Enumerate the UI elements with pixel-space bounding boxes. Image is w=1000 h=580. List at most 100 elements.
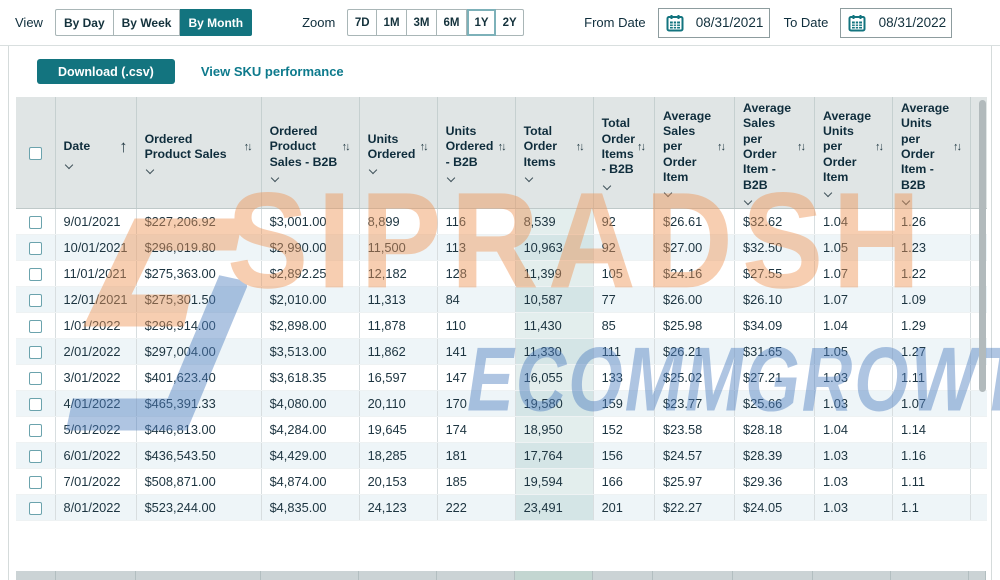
cell-average-sales-per-order-item: $23.58	[654, 416, 736, 444]
row-checkbox[interactable]	[28, 268, 42, 282]
row-checkbox[interactable]	[28, 502, 42, 516]
from-date-input[interactable]: 08/31/2021	[695, 15, 764, 30]
chevron-down-icon[interactable]	[64, 160, 73, 170]
column-label: Ordered Product Sales	[144, 131, 227, 162]
row-checkbox[interactable]	[28, 450, 42, 464]
sort-toggle-icon[interactable]: ↑↓	[637, 141, 646, 154]
cell-ordered-product-sales: $436,543.50	[136, 442, 262, 470]
row-checkbox[interactable]	[28, 346, 42, 360]
cell-average-units-per-order-item: 1.04	[814, 416, 894, 444]
cell-average-units-per-order-item: 1.07	[814, 260, 894, 288]
chevron-down-icon[interactable]	[663, 189, 673, 198]
column-header-average-sales-per-order-item[interactable]: Average Sales per Order Item ↑↓	[654, 97, 736, 210]
zoom-1y-button[interactable]: 1Y	[467, 9, 497, 36]
zoom-6m-button[interactable]: 6M	[437, 9, 467, 36]
sort-toggle-icon[interactable]: ↑↓	[953, 141, 962, 154]
column-header-average-units-per-order-item[interactable]: Average Units per Order Item ↑↓	[814, 97, 894, 210]
sort-toggle-icon[interactable]: ↑↓	[497, 141, 507, 154]
cell-average-sales-per-order-item: $22.27	[654, 494, 736, 522]
zoom-3m-button[interactable]: 3M	[407, 9, 438, 36]
cell-total-order-items-b2b: 105	[593, 260, 656, 288]
chevron-down-icon[interactable]	[270, 173, 279, 183]
zoom-1m-button[interactable]: 1M	[377, 9, 408, 36]
cell-total-order-items-b2b: 111	[593, 338, 656, 366]
chevron-down-icon[interactable]	[524, 173, 533, 183]
column-header-date[interactable]: Date ↑	[55, 97, 137, 210]
row-checkbox[interactable]	[28, 216, 42, 230]
cell-units-ordered-b2b: 84	[437, 286, 516, 314]
cell-date: 1/01/2022	[55, 312, 137, 340]
download-csv-button[interactable]: Download (.csv)	[37, 59, 175, 84]
sort-toggle-icon[interactable]: ↑↓	[717, 141, 726, 154]
cell-total-order-items: 19,580	[515, 390, 594, 418]
cell-average-units-per-order-item-b2b: 1.11	[892, 468, 972, 496]
chevron-down-icon[interactable]	[446, 173, 455, 183]
row-checkbox[interactable]	[28, 294, 42, 308]
cell-date: 8/01/2022	[55, 494, 137, 522]
cell-total-order-items-b2b: 156	[593, 442, 656, 470]
cell-average-units-per-order-item: 1.05	[814, 338, 894, 366]
zoom-7d-button[interactable]: 7D	[347, 9, 378, 36]
chevron-down-icon[interactable]	[602, 181, 611, 191]
sort-toggle-icon[interactable]: ↑↓	[341, 141, 351, 154]
cell-average-units-per-order-item: 1.04	[814, 208, 894, 236]
chevron-down-icon[interactable]	[145, 166, 154, 175]
column-label: Ordered Product Sales - B2B	[269, 124, 338, 169]
column-header-total-order-items[interactable]: Total Order Items ↑↓	[515, 97, 594, 210]
row-checkbox[interactable]	[28, 320, 42, 334]
sort-ascending-icon[interactable]: ↑	[119, 137, 128, 157]
column-header-ordered-product-sales[interactable]: Ordered Product Sales ↑↓	[136, 97, 262, 210]
sort-toggle-icon[interactable]: ↑↓	[797, 141, 806, 154]
chevron-down-icon[interactable]	[368, 166, 377, 175]
cell-units-ordered: 8,899	[359, 208, 438, 236]
chevron-down-icon[interactable]	[901, 196, 911, 206]
row-checkbox[interactable]	[28, 372, 42, 386]
vertical-scrollbar-thumb[interactable]	[979, 100, 986, 392]
view-by-month-button[interactable]: By Month	[180, 9, 253, 36]
zoom-2y-button[interactable]: 2Y	[496, 9, 525, 36]
sort-toggle-icon[interactable]: ↑↓	[875, 141, 884, 154]
sort-toggle-icon[interactable]: ↑↓	[575, 141, 585, 154]
to-date-input[interactable]: 08/31/2022	[878, 15, 947, 30]
chevron-down-icon[interactable]	[743, 196, 753, 206]
column-header-average-sales-per-order-item-b2b[interactable]: Average Sales per Order Item - B2B ↑↓	[734, 97, 816, 210]
calendar-icon[interactable]	[841, 9, 873, 37]
footer-cell	[592, 571, 653, 580]
cell-ordered-product-sales: $401,623.40	[136, 364, 262, 392]
cell-average-sales-per-order-item-b2b: $32.50	[734, 234, 816, 262]
row-select-cell	[16, 416, 56, 444]
select-all-checkbox[interactable]	[28, 146, 42, 160]
cell-ordered-product-sales: $275,301.50	[136, 286, 262, 314]
footer-cell	[732, 571, 813, 580]
view-sku-performance-link[interactable]: View SKU performance	[200, 64, 344, 79]
sort-toggle-icon[interactable]: ↑↓	[419, 141, 429, 154]
row-checkbox[interactable]	[28, 424, 42, 438]
view-by-day-button[interactable]: By Day	[54, 9, 114, 36]
select-all-header-cell	[16, 97, 56, 210]
cell-date: 3/01/2022	[55, 364, 137, 392]
calendar-icon[interactable]	[659, 9, 691, 37]
row-checkbox[interactable]	[28, 398, 42, 412]
column-header-average-units-per-order-item-b2b[interactable]: Average Units per Order Item - B2B ↑↓	[892, 97, 972, 210]
column-header-units-ordered-b2b[interactable]: Units Ordered - B2B ↑↓	[437, 97, 516, 210]
row-checkbox[interactable]	[28, 476, 42, 490]
cell-average-units-per-order-item-b2b: 1.29	[892, 312, 972, 340]
column-header-ordered-product-sales-b2b[interactable]: Ordered Product Sales - B2B ↑↓	[261, 97, 360, 210]
cell-ordered-product-sales-b2b: $4,874.00	[261, 468, 360, 496]
cell-units-ordered-b2b: 170	[437, 390, 516, 418]
row-checkbox[interactable]	[28, 242, 42, 256]
cell-units-ordered: 11,862	[359, 338, 438, 366]
row-select-cell	[16, 390, 56, 418]
column-header-units-ordered[interactable]: Units Ordered ↑↓	[359, 97, 438, 210]
cell-total-order-items: 10,963	[515, 234, 594, 262]
sort-toggle-icon[interactable]: ↑↓	[243, 141, 253, 154]
chevron-down-icon[interactable]	[823, 189, 833, 198]
view-label: View	[15, 15, 43, 30]
column-header-total-order-items-b2b[interactable]: Total Order Items - B2B ↑↓	[593, 97, 656, 210]
row-select-cell	[16, 208, 56, 236]
cell-ordered-product-sales-b2b: $3,618.35	[261, 364, 360, 392]
view-by-week-button[interactable]: By Week	[113, 9, 181, 36]
cell-units-ordered-b2b: 181	[437, 442, 516, 470]
cell-average-sales-per-order-item: $26.21	[654, 338, 736, 366]
table-row: 6/01/2022 $436,543.50 $4,429.00 18,285 181 17…	[16, 442, 988, 470]
